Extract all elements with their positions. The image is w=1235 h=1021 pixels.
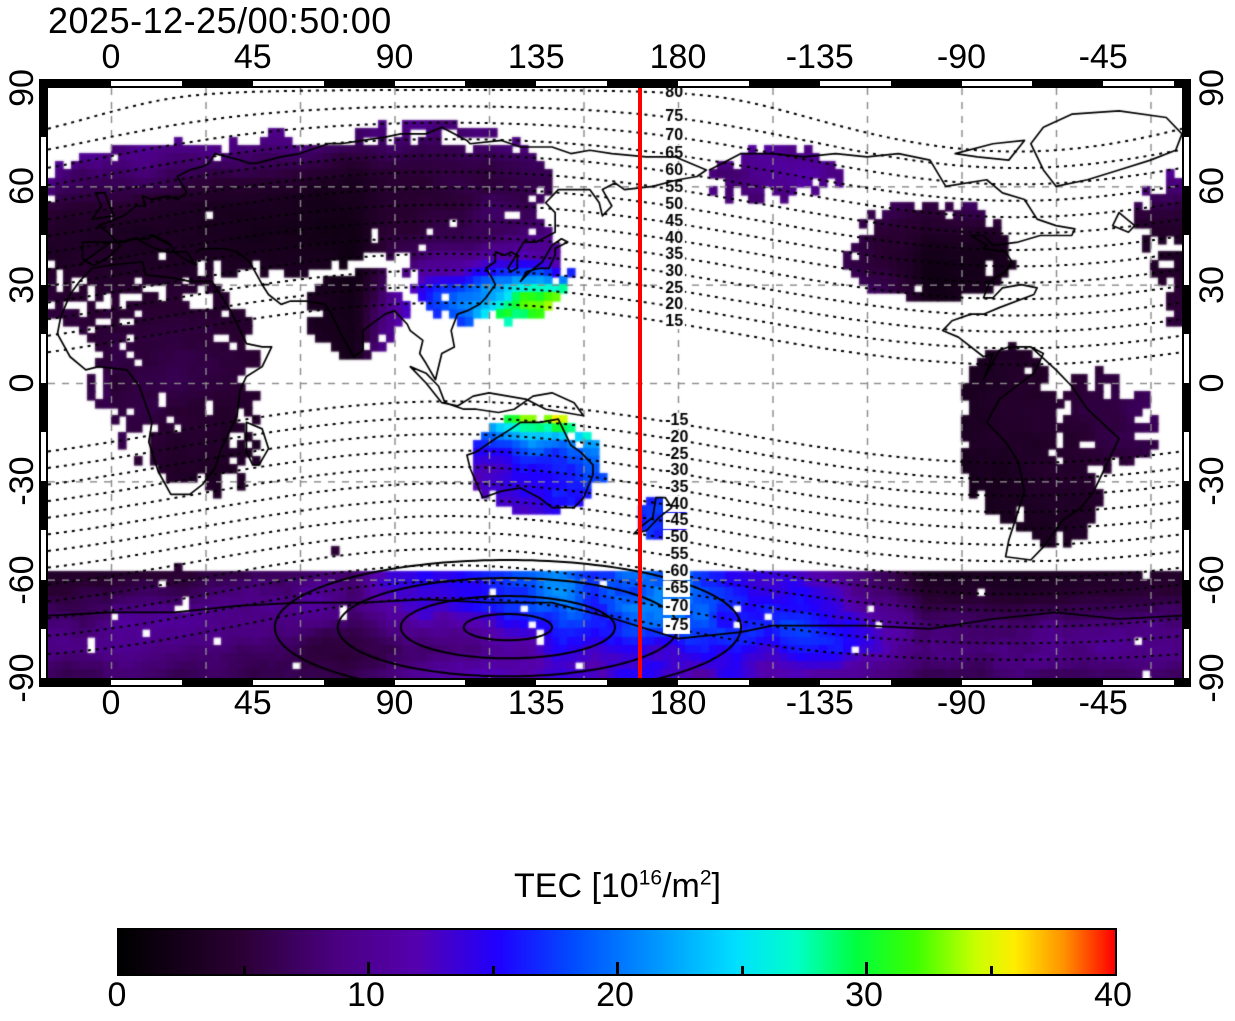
frame-segment (1174, 678, 1191, 685)
y-tick-label: -90 (5, 653, 39, 702)
frame-segment (1182, 285, 1189, 334)
y-tick-label: 30 (1195, 266, 1229, 304)
x-tick-label: 135 (508, 686, 565, 720)
frame-segment (40, 81, 111, 88)
frame-segment (1182, 481, 1189, 530)
colorbar[interactable] (117, 928, 1117, 976)
colorbar-tick (616, 962, 619, 974)
page-title: 2025-12-25/00:50:00 (48, 2, 392, 40)
frame-line (39, 685, 1191, 687)
frame-segment (749, 81, 820, 88)
x-tick-label: -135 (786, 686, 854, 720)
y-tick-label: -60 (1195, 555, 1229, 604)
x-tick-label: 45 (234, 40, 272, 74)
frame-segment (1182, 186, 1189, 235)
x-tick-label: -45 (1079, 686, 1128, 720)
colorbar-exponent-2: 2 (700, 867, 712, 890)
tec-heatmap-canvas[interactable] (48, 88, 1182, 678)
colorbar-minor-tick (990, 966, 993, 974)
y-tick-label: 0 (5, 374, 39, 393)
colorbar-tick-label: 0 (108, 978, 127, 1012)
y-tick-label: -30 (5, 457, 39, 506)
colorbar-minor-tick (492, 966, 495, 974)
frame-segment (324, 81, 395, 88)
colorbar-tick (865, 962, 868, 974)
colorbar-tick-label: 40 (1094, 978, 1132, 1012)
y-tick-label: 30 (5, 266, 39, 304)
frame-segment (40, 678, 111, 685)
colorbar-tick-label: 20 (596, 978, 634, 1012)
y-tick-label: 90 (5, 69, 39, 107)
frame-segment (41, 285, 48, 334)
colorbar-title-text2: /m (662, 867, 700, 905)
frame-segment (607, 81, 678, 88)
y-tick-label: -30 (1195, 457, 1229, 506)
frame-segment (465, 81, 536, 88)
frame-segment (1174, 81, 1191, 88)
x-tick-label: -90 (937, 686, 986, 720)
colorbar-title: TEC [1016/m2] (0, 866, 1235, 906)
colorbar-tick-label: 30 (845, 978, 883, 1012)
colorbar-minor-tick (243, 966, 246, 974)
frame-segment (1182, 88, 1189, 137)
x-tick-label: 0 (102, 686, 121, 720)
y-tick-label: 0 (1195, 374, 1229, 393)
y-tick-label: 60 (5, 167, 39, 205)
frame-segment (41, 186, 48, 235)
frame-segment (41, 383, 48, 432)
colorbar-tick (367, 962, 370, 974)
colorbar-title-text3: ] (712, 867, 721, 905)
map-plot-area[interactable] (48, 88, 1182, 678)
x-tick-label: 90 (376, 686, 414, 720)
x-tick-label: 90 (376, 40, 414, 74)
y-tick-label: -90 (1195, 653, 1229, 702)
colorbar-tick-label: 10 (347, 978, 385, 1012)
subsolar-meridian-line (638, 88, 642, 678)
frame-segment (41, 580, 48, 629)
frame-segment (1182, 580, 1189, 629)
x-tick-label: 135 (508, 40, 565, 74)
x-tick-label: 180 (650, 686, 707, 720)
colorbar-exponent-16: 16 (639, 867, 662, 890)
colorbar-title-text: TEC [10 (514, 867, 639, 905)
y-tick-label: 90 (1195, 69, 1229, 107)
x-tick-label: -45 (1079, 40, 1128, 74)
frame-segment (182, 81, 253, 88)
x-tick-label: 180 (650, 40, 707, 74)
frame-segment (41, 481, 48, 530)
colorbar-minor-tick (741, 966, 744, 974)
x-tick-label: -135 (786, 40, 854, 74)
x-tick-label: -90 (937, 40, 986, 74)
x-tick-label: 0 (102, 40, 121, 74)
frame-segment (41, 88, 48, 137)
frame-segment (1032, 81, 1103, 88)
y-tick-label: -60 (5, 555, 39, 604)
frame-line (1189, 79, 1191, 687)
x-tick-label: 45 (234, 686, 272, 720)
y-tick-label: 60 (1195, 167, 1229, 205)
frame-segment (1182, 383, 1189, 432)
frame-segment (891, 81, 962, 88)
